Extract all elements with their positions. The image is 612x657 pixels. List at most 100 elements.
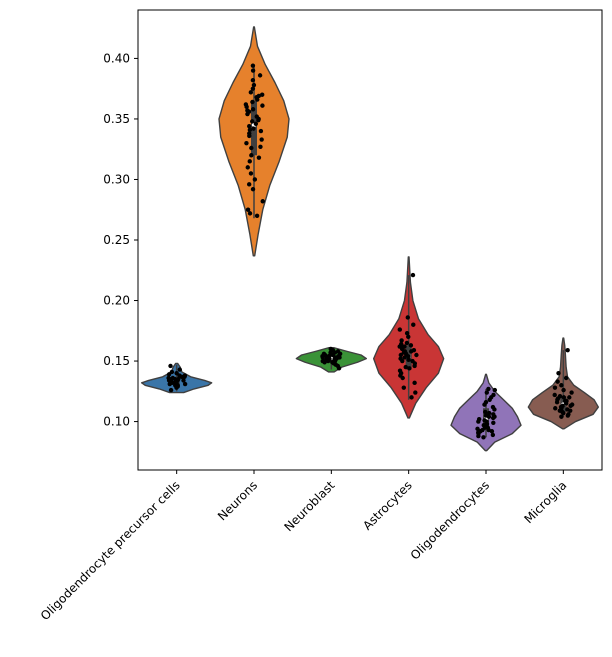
x-tick-label: Microglia [521,478,569,526]
y-tick-label: 0.20 [103,294,130,308]
data-point [410,358,415,364]
data-point [561,387,566,393]
data-point [401,385,406,390]
data-point [553,406,558,411]
data-point [248,90,254,95]
data-point [568,403,573,409]
data-point [168,363,173,369]
data-point [250,119,255,124]
data-point [565,347,570,353]
y-tick-label: 0.25 [103,233,130,247]
data-point [254,213,260,218]
plot-frame [137,9,603,471]
data-point [397,368,403,373]
data-point [476,419,481,424]
data-point [399,341,404,347]
data-point [557,393,563,399]
data-point [559,414,564,419]
data-point [247,211,253,216]
data-point [406,357,411,363]
data-point [404,331,410,336]
x-tick-label: Oligodendrocytes [408,478,492,562]
data-point [260,199,265,204]
data-point [408,343,414,348]
violin-group [140,362,213,394]
violins [140,26,600,452]
data-point [481,435,486,440]
y-tick-label: 0.15 [103,354,130,368]
data-point [256,155,262,160]
data-point [177,367,182,372]
data-point [555,379,560,384]
y-tick-label: 0.40 [103,51,130,65]
data-point [250,78,256,83]
data-point [250,68,256,73]
data-point [397,327,403,332]
data-point [250,63,256,68]
data-point [482,425,488,430]
data-point [483,409,488,415]
data-point [484,421,490,427]
data-point [559,406,564,411]
data-point [250,107,256,112]
data-point [410,272,416,278]
violin-group [218,26,290,257]
data-point [250,86,256,91]
data-point [336,354,341,359]
data-point [491,392,496,398]
data-point [483,400,489,405]
data-point [409,395,414,400]
y-tick-label: 0.35 [103,112,130,126]
data-point [408,349,414,354]
data-point [490,432,496,438]
x-tick-label: Neuroblast [281,478,337,534]
data-point [398,356,403,361]
data-point [482,418,487,423]
data-point [411,322,416,327]
data-point [245,207,251,212]
data-point [246,182,252,187]
data-point [247,131,252,136]
data-point [559,383,564,388]
violin-group [295,346,368,373]
violin-group [450,373,522,452]
data-point [492,414,497,419]
data-point [407,366,412,371]
data-point [169,369,175,375]
data-point [475,426,480,432]
data-point [413,390,418,395]
data-point [260,103,265,108]
violin-group [527,337,600,430]
data-point [182,373,188,378]
data-point [167,377,173,382]
data-point [173,383,178,388]
data-point [247,124,252,129]
data-point [328,346,333,352]
y-tick-label: 0.30 [103,172,130,186]
data-point [552,385,558,390]
data-point [247,127,253,133]
data-point [399,338,404,343]
data-point [404,340,410,346]
data-point [259,92,265,97]
data-point [258,128,264,134]
data-point [245,108,250,113]
data-point [403,364,408,370]
data-point [253,121,259,126]
data-point [250,186,256,192]
data-point [406,334,411,340]
data-point [566,412,571,417]
x-tick-label: Oligodendrocyte precursor cells [38,478,183,623]
data-point [174,370,179,376]
x-tick-label: Astrocytes [360,478,415,533]
data-point [486,386,491,392]
y-axis: 0.10 0.15 0.20 0.25 0.30 0.35 0.40 [103,51,138,429]
data-point [562,398,568,404]
data-point [486,427,491,433]
data-point [402,349,408,354]
data-point [332,350,338,355]
data-point [168,387,174,393]
data-point [567,395,572,400]
data-point [257,73,263,78]
